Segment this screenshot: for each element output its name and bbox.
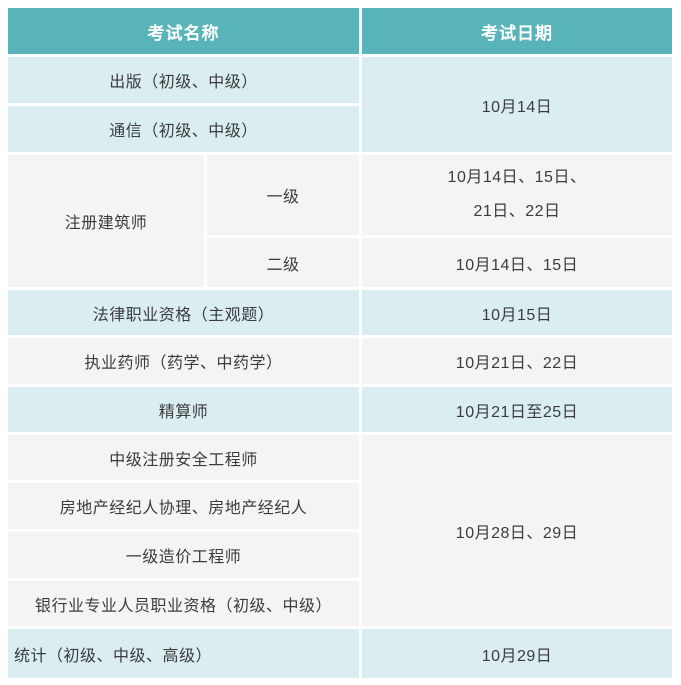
exam-date-cell: 10月29日	[362, 629, 672, 678]
table-row-pharmacist: 执业药师（药学、中药学） 10月21日、22日	[8, 338, 672, 384]
exam-name-cell: 房地产经纪人协理、房地产经纪人	[8, 483, 359, 529]
table-row-legal: 法律职业资格（主观题） 10月15日	[8, 290, 672, 335]
exam-group-cell: 注册建筑师	[8, 155, 204, 287]
exam-name-cell: 一级造价工程师	[8, 532, 359, 578]
exam-date-cell: 10月15日	[362, 290, 672, 335]
table-row-statistics: 统计（初级、中级、高级） 10月29日	[8, 629, 672, 678]
header-exam-date: 考试日期	[362, 8, 672, 54]
exam-date-cell: 10月14日、15日、 21日、22日	[362, 155, 672, 235]
exam-level-cell: 二级	[207, 238, 359, 287]
exam-schedule-table: 考试名称 考试日期 出版（初级、中级） 10月14日 通信（初级、中级） 注册建…	[5, 5, 675, 681]
exam-date-cell: 10月14日	[362, 57, 672, 152]
exam-name-cell: 通信（初级、中级）	[8, 106, 359, 152]
exam-date-cell: 10月21日至25日	[362, 387, 672, 432]
exam-name-cell: 执业药师（药学、中药学）	[8, 338, 359, 384]
table-row-actuary: 精算师 10月21日至25日	[8, 387, 672, 432]
exam-date-cell: 10月21日、22日	[362, 338, 672, 384]
date-line: 21日、22日	[473, 203, 561, 220]
exam-name-cell: 银行业专业人员职业资格（初级、中级）	[8, 581, 359, 626]
table-row-safety-engineer: 中级注册安全工程师 10月28日、29日	[8, 435, 672, 626]
header-exam-name: 考试名称	[8, 8, 359, 54]
table-row-communications: 通信（初级、中级）	[8, 106, 672, 152]
table-row-banking: 银行业专业人员职业资格（初级、中级）	[8, 581, 672, 626]
table-row-realestate-agent: 房地产经纪人协理、房地产经纪人	[8, 483, 672, 529]
table-row-cost-engineer: 一级造价工程师	[8, 532, 672, 578]
table-row-publishing: 出版（初级、中级） 10月14日	[8, 57, 672, 152]
table-row-architect-level1: 注册建筑师 一级 10月14日、15日、 21日、22日	[8, 155, 672, 287]
exam-level-cell: 一级	[207, 155, 359, 235]
table-header-row: 考试名称 考试日期	[8, 8, 672, 54]
exam-name-cell: 中级注册安全工程师	[8, 435, 359, 480]
date-line: 10月14日、15日、	[447, 169, 587, 186]
exam-name-cell: 出版（初级、中级）	[8, 57, 359, 103]
exam-date-cell: 10月14日、15日	[362, 238, 672, 287]
exam-date-cell: 10月28日、29日	[362, 435, 672, 626]
table-row-architect-level2: 二级 10月14日、15日	[8, 238, 672, 287]
exam-name-cell: 精算师	[8, 387, 359, 432]
exam-name-cell: 法律职业资格（主观题）	[8, 290, 359, 335]
exam-name-cell: 统计（初级、中级、高级）	[8, 629, 359, 678]
